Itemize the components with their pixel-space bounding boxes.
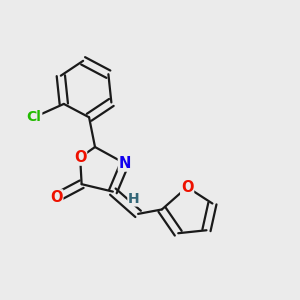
Text: H: H — [128, 192, 140, 206]
Text: Cl: Cl — [27, 110, 41, 124]
Text: O: O — [74, 150, 86, 165]
Text: O: O — [181, 180, 194, 195]
Text: O: O — [50, 190, 63, 205]
Text: N: N — [118, 156, 131, 171]
